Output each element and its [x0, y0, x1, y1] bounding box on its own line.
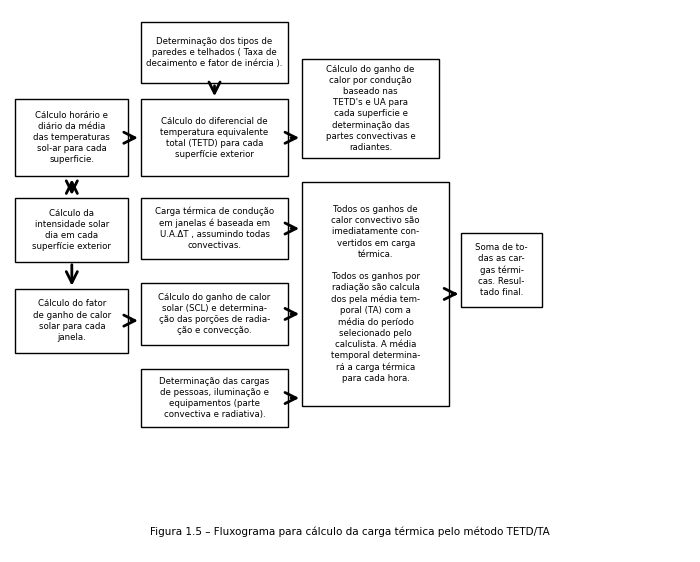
Text: Cálculo da
intensidade solar
dia em cada
superfície exterior: Cálculo da intensidade solar dia em cada… — [32, 209, 111, 251]
Text: Cálculo do fator
de ganho de calor
solar para cada
janela.: Cálculo do fator de ganho de calor solar… — [33, 300, 111, 342]
FancyBboxPatch shape — [141, 22, 288, 83]
Text: Determinação dos tipos de
paredes e telhados ( Taxa de
decaimento e fator de iné: Determinação dos tipos de paredes e telh… — [146, 37, 283, 68]
Text: Cálculo do ganho de calor
solar (SCL) e determina-
ção das porções de radia-
ção: Cálculo do ganho de calor solar (SCL) e … — [158, 293, 271, 335]
FancyBboxPatch shape — [302, 59, 439, 158]
FancyBboxPatch shape — [141, 99, 288, 176]
FancyBboxPatch shape — [15, 198, 128, 262]
Text: Figura 1.5 – Fluxograma para cálculo da carga térmica pelo método TETD/TA: Figura 1.5 – Fluxograma para cálculo da … — [150, 527, 550, 537]
FancyBboxPatch shape — [141, 198, 288, 259]
Text: Todos os ganhos de
calor convectivo são
imediatamente con-
vertidos em carga
tér: Todos os ganhos de calor convectivo são … — [331, 205, 421, 383]
Text: Determinação das cargas
de pessoas, iluminação e
equipamentos (parte
convectiva : Determinação das cargas de pessoas, ilum… — [160, 377, 270, 419]
FancyBboxPatch shape — [302, 182, 449, 406]
Text: Carga térmica de condução
em janelas é baseada em
U.A.ΔT , assumindo todas
conve: Carga térmica de condução em janelas é b… — [155, 207, 274, 250]
Text: Cálculo do diferencial de
temperatura equivalente
total (TETD) para cada
superfí: Cálculo do diferencial de temperatura eq… — [160, 116, 269, 159]
FancyBboxPatch shape — [15, 289, 128, 353]
Text: Cálculo horário e
diário da média
das temperaturas
sol-ar para cada
superficie.: Cálculo horário e diário da média das te… — [34, 111, 111, 165]
FancyBboxPatch shape — [15, 99, 128, 176]
FancyBboxPatch shape — [141, 283, 288, 345]
Text: Soma de to-
das as car-
gas térmi-
cas. Resul-
tado final.: Soma de to- das as car- gas térmi- cas. … — [475, 243, 528, 297]
FancyBboxPatch shape — [141, 369, 288, 428]
Text: Cálculo do ganho de
calor por condução
baseado nas
TETD's e UA para
cada superfi: Cálculo do ganho de calor por condução b… — [326, 65, 416, 152]
FancyBboxPatch shape — [461, 233, 542, 307]
